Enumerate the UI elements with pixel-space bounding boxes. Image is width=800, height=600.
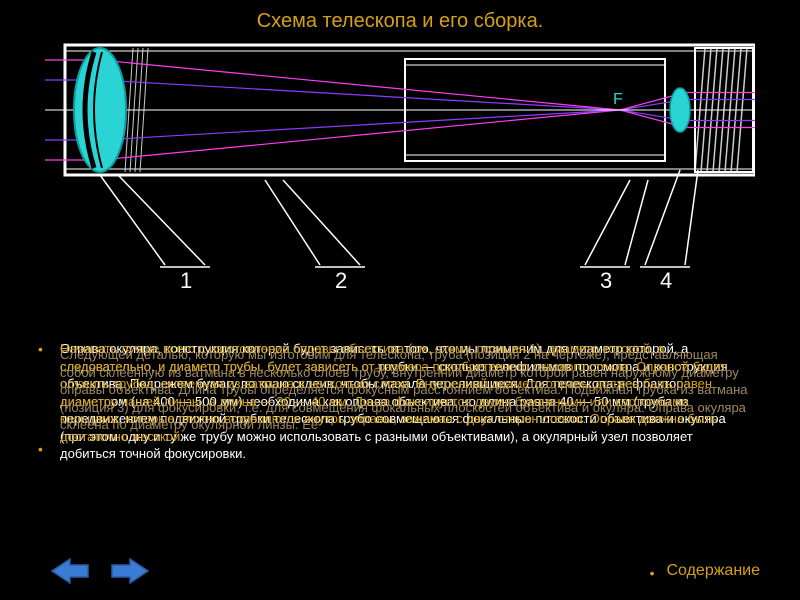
prev-arrow-icon[interactable]: [50, 557, 90, 585]
telescope-diagram: F 1 2 3 4: [45, 40, 755, 300]
contents-link[interactable]: • Содержание: [650, 562, 760, 580]
diagram-svg: F 1 2 3 4: [45, 40, 755, 300]
svg-text:1: 1: [180, 268, 192, 293]
contents-label: Содержание: [666, 562, 760, 580]
text-layer: Следующей деталью, которую мы изготовим …: [60, 346, 750, 434]
paragraph-text: Следующей деталью, которую мы изготовим …: [60, 346, 750, 434]
next-arrow-icon[interactable]: [110, 557, 150, 585]
svg-text:4: 4: [660, 268, 672, 293]
title-text: Схема телескопа и его сборка.: [257, 10, 544, 32]
nav-arrows: [50, 557, 150, 585]
bullet-icon: •: [38, 340, 43, 359]
bullet-icon: •: [650, 563, 655, 580]
svg-text:3: 3: [600, 268, 612, 293]
page-title: Схема телескопа и его сборка.: [0, 10, 800, 33]
bullet-icon: •: [38, 440, 43, 459]
svg-text:2: 2: [335, 268, 347, 293]
svg-text:F: F: [613, 91, 623, 108]
